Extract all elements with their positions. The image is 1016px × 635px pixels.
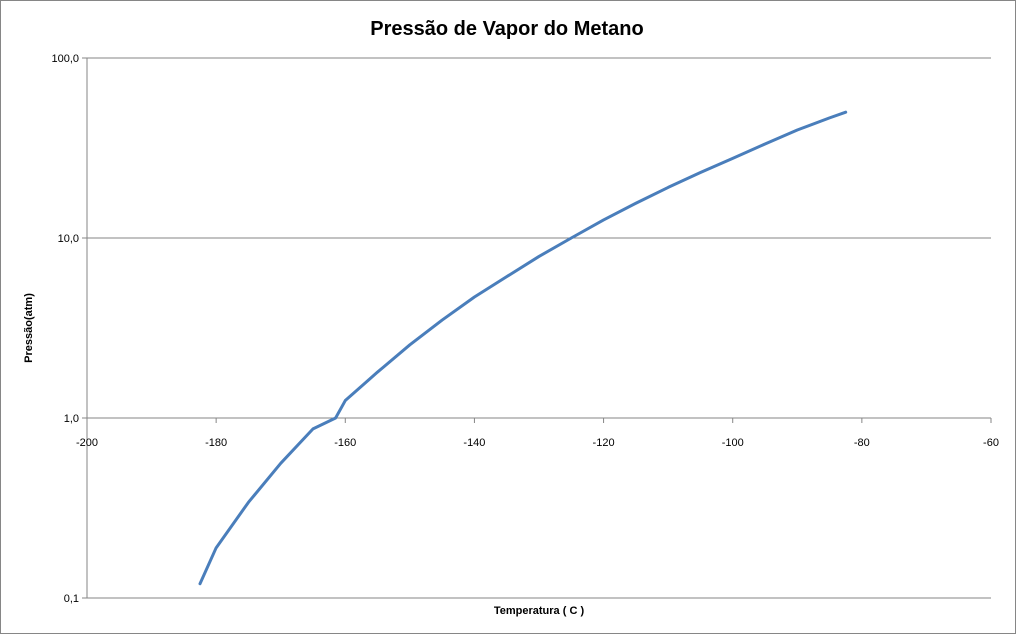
y-tick-label: 100,0 xyxy=(51,53,79,65)
y-tick-label: 10,0 xyxy=(58,233,79,245)
y-tick-label: 0,1 xyxy=(64,593,79,605)
axes xyxy=(82,57,992,599)
x-tick-label: -200 xyxy=(76,437,98,449)
x-tick-label: -180 xyxy=(205,437,227,449)
x-tick-label: -60 xyxy=(983,437,999,449)
x-tick-label: -80 xyxy=(854,437,870,449)
tick-labels: 0,1 1,0 10,0 100,0 -200 -180 -160 -140 -120 -100 -… xyxy=(51,53,998,605)
series-line xyxy=(198,110,848,586)
series-layer xyxy=(198,110,848,586)
grid-lines xyxy=(87,57,991,419)
y-axis-label: Pressão(atm) xyxy=(23,293,35,363)
chart-title: Pressão de Vapor do Metano xyxy=(370,18,643,40)
y-tick-label: 1,0 xyxy=(64,413,79,425)
x-tick-label: -160 xyxy=(334,437,356,449)
x-axis-label: Temperatura ( C ) xyxy=(494,605,585,617)
x-tick-label: -100 xyxy=(722,437,744,449)
x-tick-label: -120 xyxy=(593,437,615,449)
x-tick-label: -140 xyxy=(463,437,485,449)
